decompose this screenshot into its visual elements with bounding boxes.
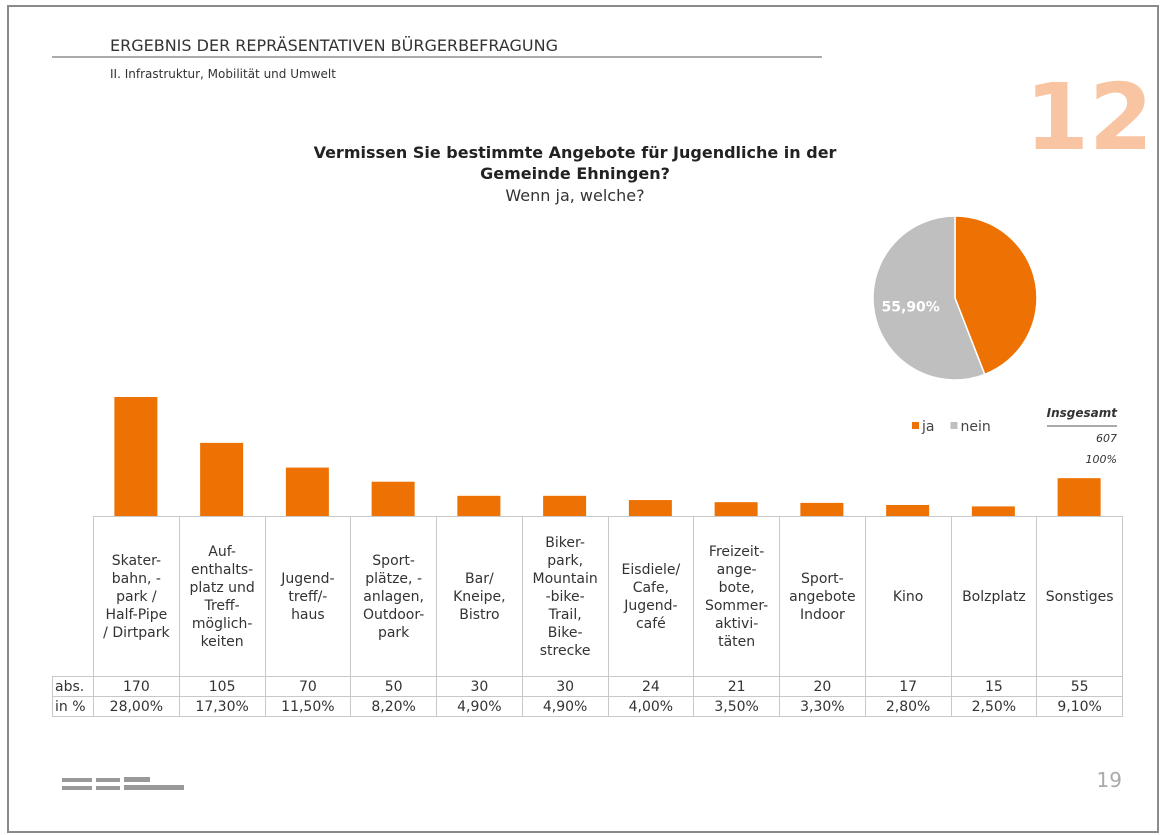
value-cell: 17 (864, 676, 952, 697)
category-label: Sport- angebote Indoor (779, 516, 866, 677)
value-row: abs. 170 105 70 50 30 30 24 21 20 17 15 55 (52, 676, 1123, 697)
value-cell: 21 (693, 676, 780, 697)
row-label: in % (52, 696, 94, 717)
value-cell: 20 (779, 676, 866, 697)
bar (114, 397, 158, 517)
value-cell: 17,30% (178, 696, 266, 717)
value-cell: 4,00% (607, 696, 695, 717)
value-cell: 30 (436, 676, 523, 697)
section-number: 12 (1025, 64, 1154, 171)
page-number: 19 (1096, 768, 1122, 792)
corner-cell (52, 516, 94, 677)
category-label: Sport- plätze, - anlagen, Outdoor- park (350, 516, 437, 677)
category-label: Skater- bahn, - park / Half-Pipe / Dirtp… (93, 516, 180, 677)
bar (886, 505, 930, 517)
bar (971, 506, 1015, 517)
pie-slice (954, 215, 1038, 376)
chart-title: Vermissen Sie bestimmte Angebote für Jug… (313, 143, 837, 183)
row-label: abs. (52, 676, 94, 697)
value-cell: 11,50% (264, 696, 352, 717)
category-label: Bolzplatz (950, 516, 1038, 677)
value-cell: 2,50% (950, 696, 1038, 717)
data-table: Skater- bahn, - park / Half-Pipe / Dirtp… (52, 516, 1123, 717)
footer-logo (62, 777, 184, 790)
pie-slice (872, 215, 986, 381)
bar (1057, 478, 1101, 517)
value-cell: 3,50% (693, 696, 780, 717)
bar (714, 502, 758, 517)
legend-swatch (950, 422, 958, 429)
header-title: ERGEBNIS DER REPRÄSENTATIVEN BÜRGERBEFRA… (110, 36, 558, 55)
category-row: Skater- bahn, - park / Half-Pipe / Dirtp… (52, 516, 1123, 677)
value-cell: 28,00% (93, 696, 180, 717)
value-cell: 2,80% (864, 696, 952, 717)
legend-swatch (912, 422, 919, 429)
value-cell: 8,20% (350, 696, 437, 717)
category-label: Sonstiges (1036, 516, 1123, 677)
value-cell: 30 (521, 676, 609, 697)
category-label: Jugend- treff/- haus (264, 516, 352, 677)
total-count: 607 (1096, 432, 1117, 445)
category-label: Eisdiele/ Cafe, Jugend- café (607, 516, 695, 677)
legend-label: nein (960, 419, 990, 435)
value-cell: 105 (178, 676, 266, 697)
bar (285, 467, 329, 517)
category-label: Auf- enthalts- platz und Treff- möglich-… (178, 516, 266, 677)
value-cell: 24 (607, 676, 695, 697)
bar (200, 442, 244, 517)
value-cell: 50 (350, 676, 437, 697)
category-label: Kino (864, 516, 952, 677)
value-cell: 4,90% (436, 696, 523, 717)
value-cell: 70 (264, 676, 352, 697)
value-cell: 170 (93, 676, 180, 697)
pie-label: 55,90% (882, 299, 940, 315)
bar (800, 502, 844, 517)
header-subtitle: II. Infrastruktur, Mobilität und Umwelt (110, 67, 336, 81)
total-title: Insgesamt (1046, 406, 1117, 420)
value-cell: 4,90% (521, 696, 609, 717)
category-label: Freizeit- ange- bote, Sommer- aktivi- tä… (693, 516, 780, 677)
bar (543, 495, 587, 517)
frame (7, 5, 1159, 833)
category-label: Biker- park, Mountain -bike- Trail, Bike… (521, 516, 609, 677)
bar (457, 495, 501, 517)
value-cell: 15 (950, 676, 1038, 697)
value-row: in % 28,00% 17,30% 11,50% 8,20% 4,90% 4,90% 4,0… (52, 696, 1123, 717)
value-cell: 55 (1036, 676, 1123, 697)
category-label: Bar/ Kneipe, Bistro (436, 516, 523, 677)
value-cell: 9,10% (1036, 696, 1123, 717)
bar (371, 481, 415, 517)
bar (628, 500, 672, 517)
value-cell: 3,30% (779, 696, 866, 717)
chart-subtitle: Wenn ja, welche? (505, 186, 645, 205)
total-percent: 100% (1085, 453, 1117, 466)
legend-label: ja (921, 419, 934, 435)
